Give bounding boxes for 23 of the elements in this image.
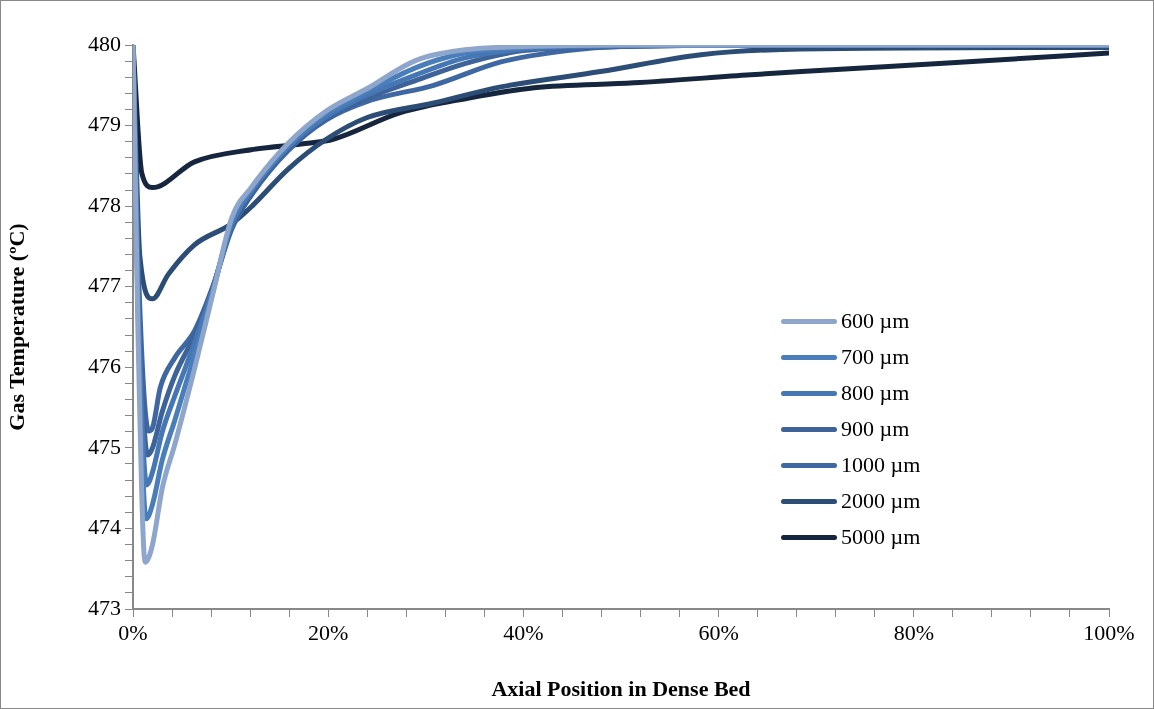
legend-label: 5000 µm — [841, 524, 921, 550]
x-tick-label: 100% — [1083, 619, 1135, 645]
legend-label: 800 µm — [841, 380, 910, 406]
y-tick-label: 473 — [88, 594, 121, 620]
y-tick-label: 478 — [88, 191, 121, 217]
legend-label: 2000 µm — [841, 488, 921, 514]
y-tick-label: 476 — [88, 353, 121, 379]
x-tick-label: 0% — [118, 619, 148, 645]
x-tick-label: 60% — [698, 619, 739, 645]
x-tick-label: 20% — [308, 619, 349, 645]
y-tick-label: 477 — [88, 272, 121, 298]
legend-label: 600 µm — [841, 308, 910, 334]
y-axis-title: Gas Temperature (ºC) — [3, 223, 29, 431]
y-tick-label: 479 — [88, 111, 121, 137]
x-tick-label: 40% — [503, 619, 544, 645]
legend-label: 900 µm — [841, 416, 910, 442]
legend-label: 700 µm — [841, 344, 910, 370]
y-tick-label: 480 — [88, 30, 121, 56]
y-tick-label: 474 — [88, 514, 121, 540]
x-axis-title: Axial Position in Dense Bed — [491, 676, 751, 702]
legend-label: 1000 µm — [841, 452, 921, 478]
x-tick-label: 80% — [893, 619, 934, 645]
y-tick-label: 475 — [88, 433, 121, 459]
